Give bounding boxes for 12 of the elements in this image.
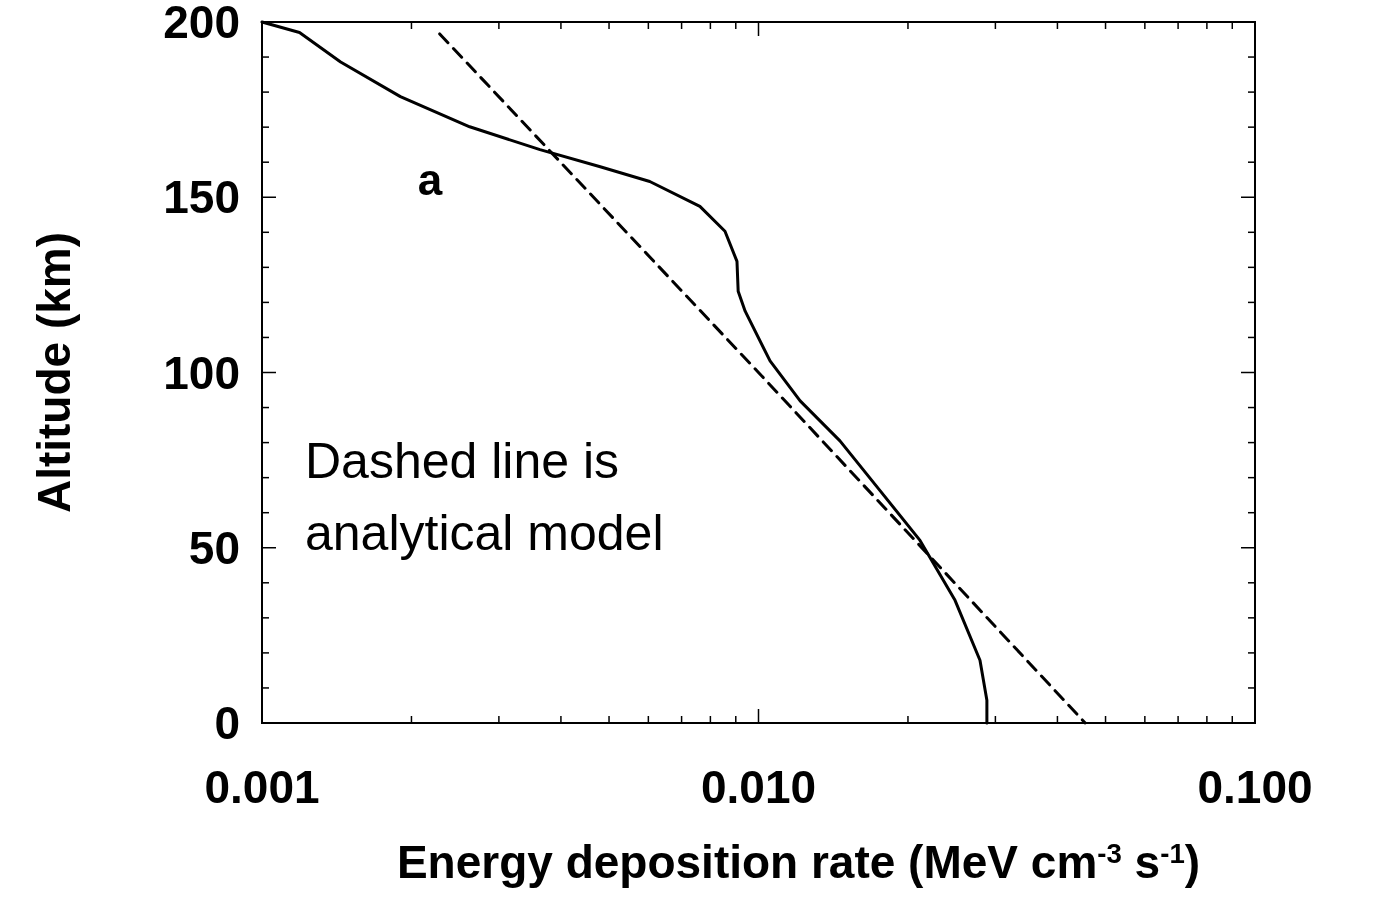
x-tick-label: 0.001 (204, 761, 320, 813)
y-axis-title: Altitude (km) (28, 231, 80, 514)
x-axis-title: Energy deposition rate (MeV cm$^{-3}$ s$^{-1}$) (396, 836, 1201, 888)
y-tick-label: 0 (214, 697, 240, 750)
annotation: Dashed line is analytical model (305, 433, 664, 561)
x-tick-label: 0.100 (1197, 761, 1313, 813)
y-tick-label: 200 (163, 0, 240, 49)
annotation: a (417, 155, 443, 204)
y-tick-label: 100 (163, 346, 240, 399)
y-tick-label: 50 (188, 521, 240, 574)
y-tick-label: 150 (163, 171, 240, 224)
x-tick-label: 0.010 (700, 761, 817, 813)
